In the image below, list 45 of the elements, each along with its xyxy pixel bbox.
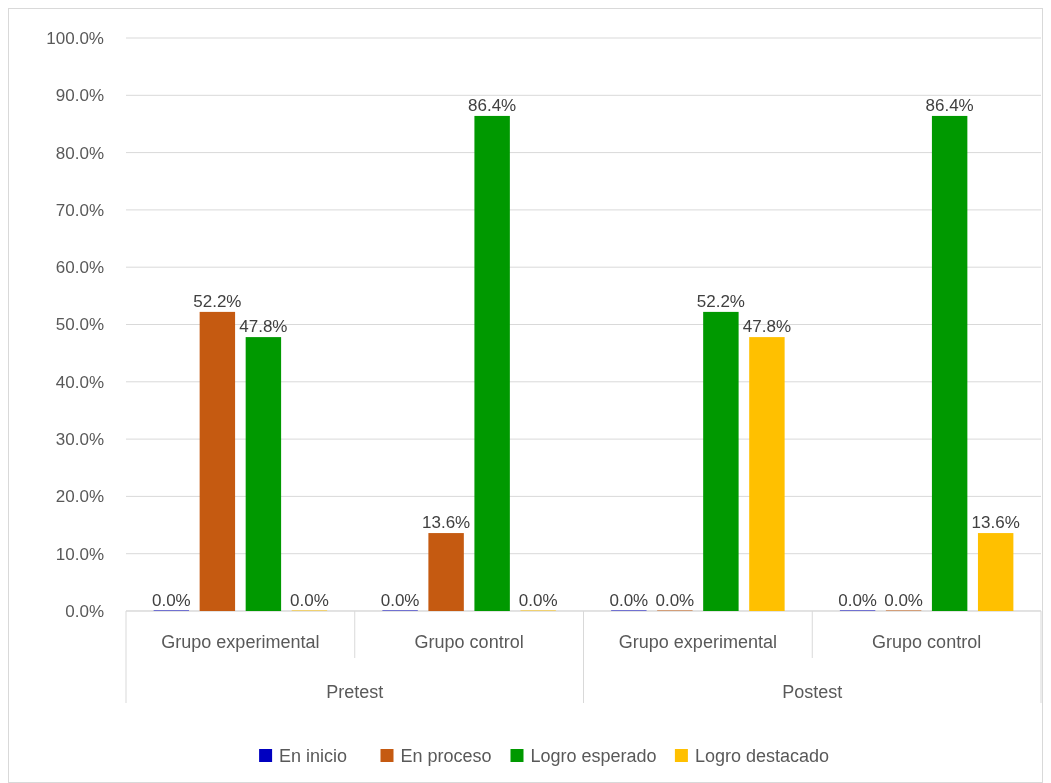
- y-tick-label: 30.0%: [55, 430, 104, 450]
- y-tick-label: 10.0%: [55, 544, 104, 564]
- data-label: 47.8%: [742, 317, 792, 337]
- data-label: 13.6%: [971, 513, 1020, 533]
- bar: [749, 337, 785, 611]
- x-tick-label: Grupo experimental: [161, 632, 320, 652]
- bar: [931, 115, 968, 611]
- bar: [474, 115, 510, 611]
- data-label: 52.2%: [193, 291, 242, 311]
- data-label: 52.2%: [696, 291, 745, 311]
- y-tick-label: 20.0%: [55, 487, 104, 507]
- bar: [199, 311, 236, 611]
- text: Pretest: [326, 682, 384, 702]
- x-tick-label: Grupo experimental: [618, 632, 777, 652]
- data-label: 13.6%: [422, 513, 471, 533]
- bar: [977, 533, 1014, 611]
- y-tick-label: 40.0%: [55, 372, 104, 392]
- text: Postest: [782, 682, 843, 702]
- y-tick-label: 80.0%: [55, 143, 104, 163]
- data-label: 0.0%: [838, 591, 877, 610]
- data-label: 0.0%: [518, 591, 558, 610]
- data-label: 86.4%: [468, 95, 517, 115]
- y-tick-label: 0.0%: [65, 601, 104, 621]
- data-label: 0.0%: [655, 591, 695, 610]
- data-label: 0.0%: [609, 591, 649, 610]
- legend-label: Logro esperado: [530, 746, 657, 767]
- data-label: 0.0%: [151, 591, 191, 610]
- data-label: 0.0%: [290, 591, 329, 610]
- x-tick-label: Grupo control: [872, 632, 982, 652]
- y-tick-label: 90.0%: [55, 86, 104, 106]
- legend-label: En inicio: [279, 746, 348, 767]
- bar: [703, 311, 739, 611]
- data-label: 86.4%: [925, 95, 974, 115]
- y-tick-label: 60.0%: [55, 258, 104, 278]
- legend-label: En proceso: [400, 746, 492, 767]
- y-tick-label: 100.0%: [46, 28, 104, 48]
- x-tick-label: Grupo control: [414, 632, 524, 652]
- y-tick-label: 70.0%: [55, 200, 104, 220]
- legend-label: Logro destacado: [694, 746, 830, 767]
- data-label: 47.8%: [239, 317, 288, 337]
- data-label: 0.0%: [884, 591, 923, 610]
- y-tick-label: 50.0%: [55, 315, 104, 335]
- data-label: 0.0%: [380, 591, 420, 610]
- bar: [428, 533, 464, 611]
- bar: [245, 337, 282, 611]
